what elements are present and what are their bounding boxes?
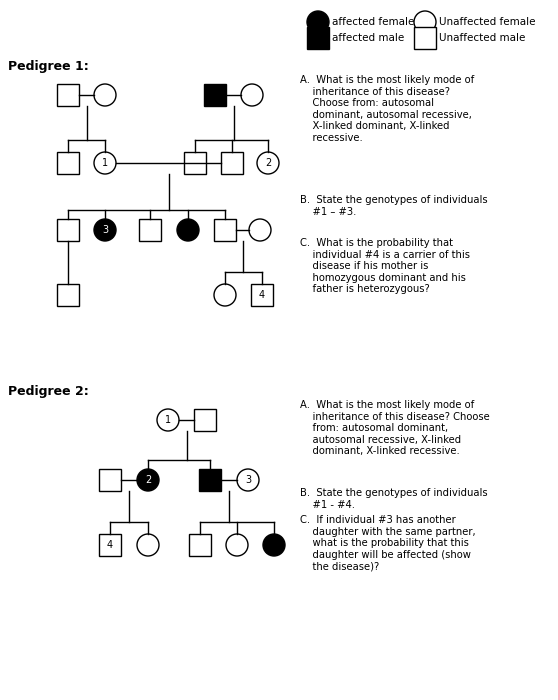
Circle shape <box>241 84 263 106</box>
Bar <box>199 469 221 491</box>
Bar <box>57 84 79 106</box>
Bar <box>99 534 121 556</box>
Text: 1: 1 <box>102 158 108 168</box>
Text: Unaffected female: Unaffected female <box>439 17 536 27</box>
Circle shape <box>414 11 436 33</box>
Circle shape <box>94 152 116 174</box>
Circle shape <box>137 534 159 556</box>
Bar <box>57 152 79 174</box>
Text: 2: 2 <box>265 158 271 168</box>
Circle shape <box>157 409 179 431</box>
Text: B.  State the genotypes of individuals
    #1 – #3.: B. State the genotypes of individuals #1… <box>300 195 488 216</box>
Circle shape <box>263 534 285 556</box>
Text: A.  What is the most likely mode of
    inheritance of this disease? Choose
    : A. What is the most likely mode of inher… <box>300 400 490 456</box>
Bar <box>204 84 226 106</box>
Circle shape <box>237 469 259 491</box>
Bar <box>214 219 236 241</box>
Text: 4: 4 <box>259 290 265 300</box>
Bar <box>194 409 216 431</box>
Bar <box>57 219 79 241</box>
Bar <box>307 27 329 49</box>
Circle shape <box>226 534 248 556</box>
Text: C.  If individual #3 has another
    daughter with the same partner,
    what is: C. If individual #3 has another daughter… <box>300 515 475 571</box>
Text: affected male: affected male <box>332 33 404 43</box>
Circle shape <box>257 152 279 174</box>
Bar <box>251 284 273 306</box>
Text: B.  State the genotypes of individuals
    #1 - #4.: B. State the genotypes of individuals #1… <box>300 488 488 510</box>
Circle shape <box>177 219 199 241</box>
Text: C.  What is the probability that
    individual #4 is a carrier of this
    dise: C. What is the probability that individu… <box>300 238 470 295</box>
Bar <box>184 152 206 174</box>
Text: Pedigree 2:: Pedigree 2: <box>8 385 89 398</box>
Circle shape <box>249 219 271 241</box>
Text: Pedigree 1:: Pedigree 1: <box>8 60 89 73</box>
Text: A.  What is the most likely mode of
    inheritance of this disease?
    Choose : A. What is the most likely mode of inher… <box>300 75 474 143</box>
Circle shape <box>214 284 236 306</box>
Text: 3: 3 <box>245 475 251 485</box>
Text: Unaffected male: Unaffected male <box>439 33 526 43</box>
Text: 2: 2 <box>145 475 151 485</box>
Bar <box>57 284 79 306</box>
Circle shape <box>94 84 116 106</box>
Bar <box>99 469 121 491</box>
Circle shape <box>307 11 329 33</box>
Circle shape <box>94 219 116 241</box>
Text: 4: 4 <box>107 540 113 550</box>
Bar <box>189 534 211 556</box>
Text: 3: 3 <box>102 225 108 235</box>
Circle shape <box>137 469 159 491</box>
Text: affected female: affected female <box>332 17 415 27</box>
Text: 1: 1 <box>165 415 171 425</box>
Bar <box>139 219 161 241</box>
Bar <box>414 27 436 49</box>
Bar <box>221 152 243 174</box>
